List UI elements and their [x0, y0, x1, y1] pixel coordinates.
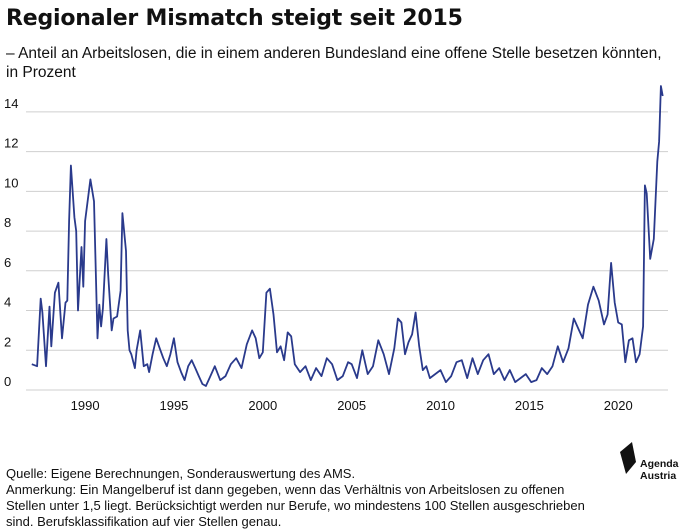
chart-subtitle: – Anteil an Arbeitslosen, die in einem a…	[6, 45, 662, 81]
x-axis-ticks: 1990 1995 2000 2005 2010 2015 2020	[71, 398, 633, 413]
x-tick-label: 1990	[71, 398, 100, 413]
chart-title: Regionaler Mismatch steigt seit 2015	[6, 6, 463, 31]
chart-footer: Quelle: Eigene Berechnungen, Sonderauswe…	[6, 466, 596, 530]
y-tick-label: 10	[4, 175, 18, 190]
x-tick-label: 2015	[515, 398, 544, 413]
x-tick-label: 2020	[604, 398, 633, 413]
brand-line-2: Austria	[640, 470, 677, 482]
agenda-austria-logo-icon	[620, 442, 636, 474]
series-line	[31, 85, 664, 387]
x-tick-label: 2005	[337, 398, 366, 413]
y-tick-label: 2	[4, 334, 11, 349]
grid-lines	[26, 111, 668, 391]
x-tick-label: 2000	[248, 398, 277, 413]
brand-line-1: Agenda	[640, 458, 679, 470]
brand-name: Agenda Austria	[640, 458, 679, 482]
y-tick-label: 0	[4, 374, 11, 389]
y-tick-label: 8	[4, 215, 11, 230]
x-tick-label: 2010	[426, 398, 455, 413]
methodology-note: Anmerkung: Ein Mangelberuf ist dann gege…	[6, 482, 585, 529]
source-note: Quelle: Eigene Berechnungen, Sonderauswe…	[6, 466, 356, 481]
y-tick-label: 12	[4, 136, 18, 151]
y-tick-label: 14	[4, 96, 18, 111]
y-tick-label: 6	[4, 255, 11, 270]
y-axis-ticks: 0 2 4 6 8 10 12 14	[4, 96, 18, 389]
line-chart: 0 2 4 6 8 10 12 14 1990 1995 2000 2005 2010 2015 2020	[4, 85, 668, 413]
x-tick-label: 1995	[159, 398, 188, 413]
y-tick-label: 4	[4, 295, 11, 310]
